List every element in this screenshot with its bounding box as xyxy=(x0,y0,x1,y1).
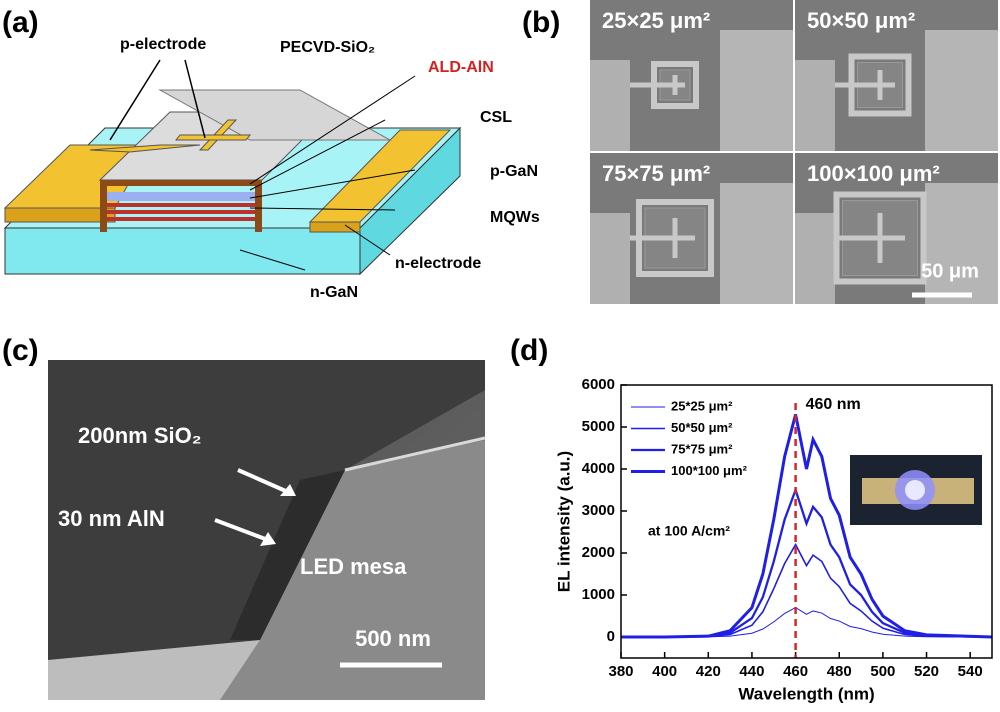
label: p-GaN xyxy=(490,163,538,180)
x-tick-label: 540 xyxy=(958,663,983,680)
pad xyxy=(590,213,630,304)
pad xyxy=(925,30,998,151)
x-tick-label: 460 xyxy=(783,663,808,680)
sem-image xyxy=(48,360,486,700)
sem-grid: 25×25 μm² 50×50 μm² 75×75 μm² 100×100 μm² xyxy=(590,0,998,304)
y-tick-label: 0 xyxy=(607,628,615,645)
panel-label: (d) xyxy=(510,334,548,367)
y-tick-label: 5000 xyxy=(582,418,615,435)
series-line xyxy=(621,486,993,639)
x-tick-label: 420 xyxy=(696,663,721,680)
label: 200nm SiO₂ xyxy=(78,423,202,448)
label: n-electrode xyxy=(395,255,481,272)
label: LED mesa xyxy=(300,554,407,579)
label: MQWs xyxy=(490,209,540,226)
label: PECVD-SiO₂ xyxy=(280,39,375,56)
legend-label: 25*25 μm² xyxy=(671,398,733,413)
pad xyxy=(925,183,998,304)
annotation: 460 nm xyxy=(806,396,861,413)
inset-glow xyxy=(905,480,925,500)
pad xyxy=(720,30,793,151)
x-tick-label: 380 xyxy=(608,663,633,680)
x-tick-label: 480 xyxy=(827,663,852,680)
x-tick-label: 400 xyxy=(652,663,677,680)
y-tick-label: 1000 xyxy=(582,586,615,603)
y-tick-label: 3000 xyxy=(582,502,615,519)
pad xyxy=(795,60,835,151)
label: p-electrode xyxy=(120,36,206,53)
pad xyxy=(590,60,630,151)
series-line xyxy=(621,414,993,639)
panel-label: (a) xyxy=(2,6,39,39)
legend-label: 50*50 μm² xyxy=(671,420,733,435)
pad xyxy=(720,183,793,304)
x-tick-label: 500 xyxy=(870,663,895,680)
tile-label: 100×100 μm² xyxy=(807,161,940,186)
x-tick-label: 520 xyxy=(914,663,939,680)
series-line xyxy=(621,542,993,638)
label: 30 nm AlN xyxy=(58,506,165,531)
scale-label: 50 μm xyxy=(921,260,979,282)
label: ALD-AlN xyxy=(428,59,494,76)
chart: 380 400 420 440 460 480 500 520 540 0 1000 2000 3000… xyxy=(554,376,993,703)
y-axis-label: EL intensity (a.u.) xyxy=(554,451,573,592)
x-tick-label: 440 xyxy=(739,663,764,680)
legend-label: 75*75 μm² xyxy=(671,441,733,456)
panel-label: (b) xyxy=(522,6,560,39)
y-tick-label: 6000 xyxy=(582,376,615,393)
tile-label: 75×75 μm² xyxy=(602,161,710,186)
x-axis-label: Wavelength (nm) xyxy=(738,684,874,703)
tile-label: 25×25 μm² xyxy=(602,8,710,33)
legend-label: 100*100 μm² xyxy=(671,463,748,478)
scale-label: 500 nm xyxy=(355,626,431,651)
plot-frame xyxy=(620,384,993,659)
pad xyxy=(795,213,835,304)
device-diagram xyxy=(3,59,462,276)
label: CSL xyxy=(480,109,512,126)
y-tick-label: 4000 xyxy=(582,460,615,477)
y-tick-label: 2000 xyxy=(582,544,615,561)
annotation: at 100 A/cm² xyxy=(648,523,730,539)
tile-label: 50×50 μm² xyxy=(807,8,915,33)
series-line xyxy=(621,607,993,638)
panel-label: (c) xyxy=(2,334,39,367)
label: n-GaN xyxy=(310,284,358,301)
